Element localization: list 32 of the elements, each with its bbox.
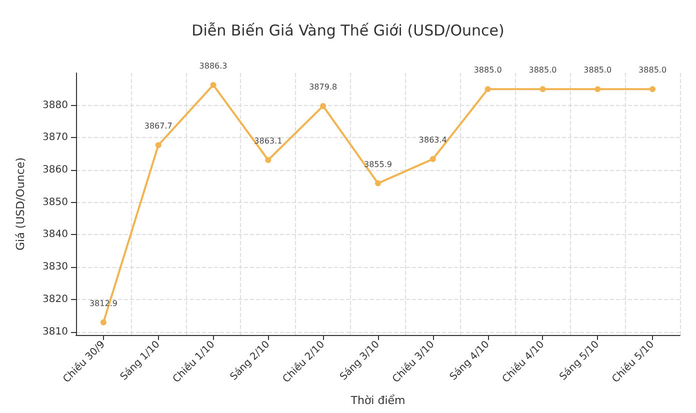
point: [594, 86, 601, 92]
point: [155, 142, 162, 148]
data-label: 3886.3: [199, 61, 228, 70]
data-label: 3867.7: [144, 122, 172, 131]
data-label: 3885.0: [474, 66, 502, 75]
data-label: 3885.0: [638, 66, 667, 75]
point: [100, 319, 106, 326]
point: [265, 157, 272, 164]
y-tick-label: 3880: [42, 100, 68, 111]
point: [430, 156, 436, 162]
data-label: 3885.0: [584, 66, 612, 75]
data-label: 3863.4: [418, 136, 447, 145]
point: [484, 86, 491, 92]
y-tick-label: 3810: [42, 326, 68, 338]
data-label: 3855.9: [364, 160, 392, 169]
point: [650, 86, 656, 92]
y-tick-label: 3870: [42, 132, 68, 144]
point: [540, 86, 546, 92]
data-label: 3879.8: [309, 82, 338, 92]
point: [375, 180, 381, 186]
y-tick-label: 3820: [42, 294, 68, 305]
y-tick-label: 3830: [42, 262, 68, 273]
data-label: 3885.0: [528, 66, 557, 75]
y-tick-label: 3860: [42, 164, 68, 176]
point: [210, 82, 216, 88]
y-tick-label: 3840: [42, 229, 68, 240]
chart-title: Diễn Biến Giá Vàng Thế Giới (USD/Ounce): [192, 22, 504, 40]
x-axis-title: Thời điểm: [350, 394, 406, 407]
point: [320, 102, 326, 109]
y-tick-label: 3850: [42, 196, 68, 208]
y-axis-title: Giá (USD/Ounce): [14, 157, 27, 251]
data-label: 3863.1: [254, 136, 282, 146]
